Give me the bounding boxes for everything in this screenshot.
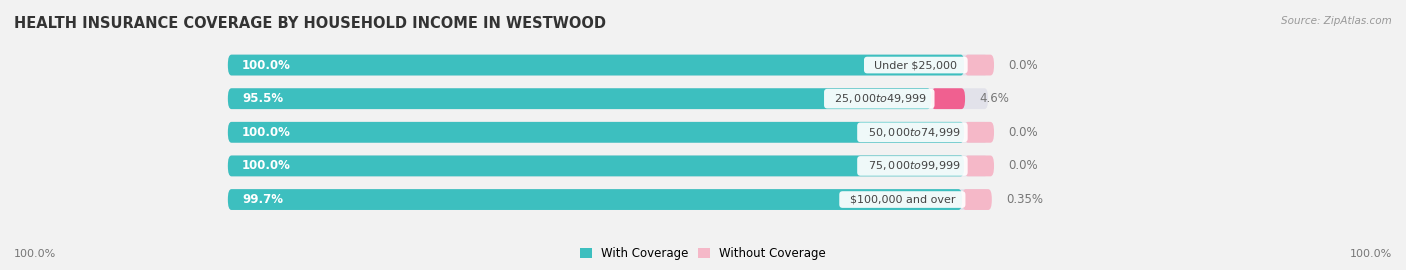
FancyBboxPatch shape [228,88,931,109]
Text: $100,000 and over: $100,000 and over [842,195,962,205]
Text: 100.0%: 100.0% [242,159,291,173]
Text: 95.5%: 95.5% [242,92,283,105]
Text: 0.35%: 0.35% [1007,193,1043,206]
Legend: With Coverage, Without Coverage: With Coverage, Without Coverage [579,247,827,260]
Text: 0.0%: 0.0% [1008,159,1038,173]
FancyBboxPatch shape [965,122,994,143]
Text: Source: ZipAtlas.com: Source: ZipAtlas.com [1281,16,1392,26]
Text: 0.0%: 0.0% [1008,59,1038,72]
Text: $75,000 to $99,999: $75,000 to $99,999 [860,159,965,173]
FancyBboxPatch shape [965,55,994,76]
Text: 4.6%: 4.6% [980,92,1010,105]
FancyBboxPatch shape [228,156,965,176]
FancyBboxPatch shape [228,122,965,143]
Text: 100.0%: 100.0% [242,126,291,139]
Text: 99.7%: 99.7% [242,193,283,206]
Text: $25,000 to $49,999: $25,000 to $49,999 [827,92,931,105]
FancyBboxPatch shape [228,122,988,143]
Text: HEALTH INSURANCE COVERAGE BY HOUSEHOLD INCOME IN WESTWOOD: HEALTH INSURANCE COVERAGE BY HOUSEHOLD I… [14,16,606,31]
FancyBboxPatch shape [228,55,965,76]
FancyBboxPatch shape [228,156,988,176]
FancyBboxPatch shape [965,156,994,176]
FancyBboxPatch shape [931,88,965,109]
Text: Under $25,000: Under $25,000 [868,60,965,70]
FancyBboxPatch shape [228,88,988,109]
Text: 100.0%: 100.0% [14,249,56,259]
Text: 0.0%: 0.0% [1008,126,1038,139]
FancyBboxPatch shape [228,189,988,210]
FancyBboxPatch shape [228,55,988,76]
Text: 100.0%: 100.0% [242,59,291,72]
FancyBboxPatch shape [962,189,991,210]
FancyBboxPatch shape [228,189,962,210]
Text: $50,000 to $74,999: $50,000 to $74,999 [860,126,965,139]
Text: 100.0%: 100.0% [1350,249,1392,259]
